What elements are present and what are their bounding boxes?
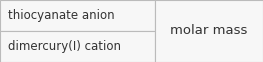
- Text: molar mass: molar mass: [170, 24, 248, 38]
- Bar: [155, 0, 263, 62]
- Text: thiocyanate anion: thiocyanate anion: [8, 9, 115, 22]
- Text: dimercury(I) cation: dimercury(I) cation: [8, 40, 121, 53]
- Bar: [0, 0, 155, 31]
- Bar: [0, 31, 155, 62]
